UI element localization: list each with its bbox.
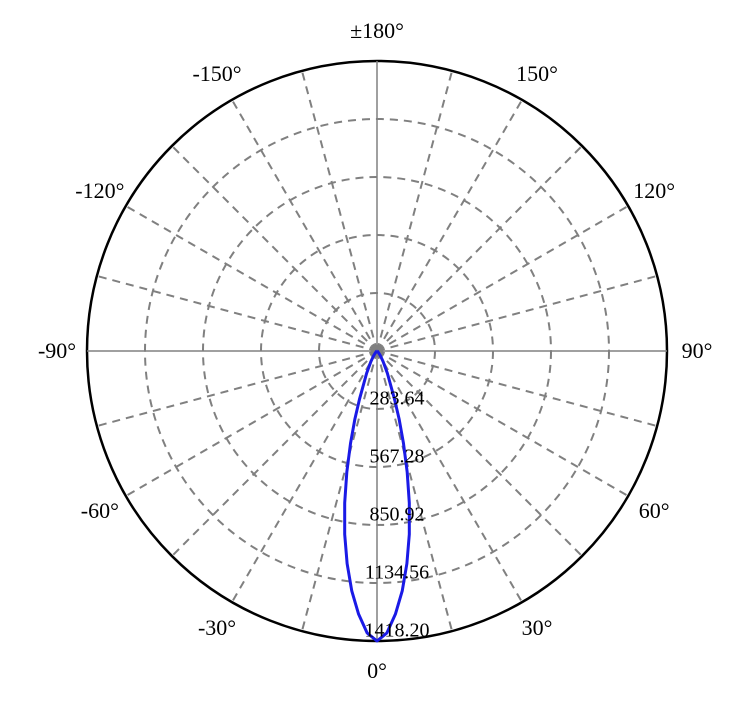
- grid-spoke: [232, 351, 377, 602]
- grid-spoke: [302, 351, 377, 631]
- grid-spoke: [172, 146, 377, 351]
- grid-spoke: [377, 351, 522, 602]
- grid-spoke: [377, 206, 628, 351]
- grid-spoke: [377, 71, 452, 351]
- grid-spoke: [126, 351, 377, 496]
- grid-spoke: [97, 276, 377, 351]
- grid-spoke: [377, 351, 657, 426]
- grid-spoke: [377, 351, 452, 631]
- grid-spoke: [97, 351, 377, 426]
- grid-spoke: [126, 206, 377, 351]
- polar-svg: [0, 0, 754, 702]
- grid-spoke: [377, 351, 582, 556]
- polar-chart: ±180°-150°-120°-90°-60°-30°0°30°60°90°12…: [0, 0, 754, 702]
- grid-spoke: [232, 100, 377, 351]
- grid-spoke: [302, 71, 377, 351]
- grid-spoke: [377, 351, 628, 496]
- grid-spoke: [377, 100, 522, 351]
- grid-spoke: [377, 276, 657, 351]
- grid-spoke: [377, 146, 582, 351]
- grid-spoke: [172, 351, 377, 556]
